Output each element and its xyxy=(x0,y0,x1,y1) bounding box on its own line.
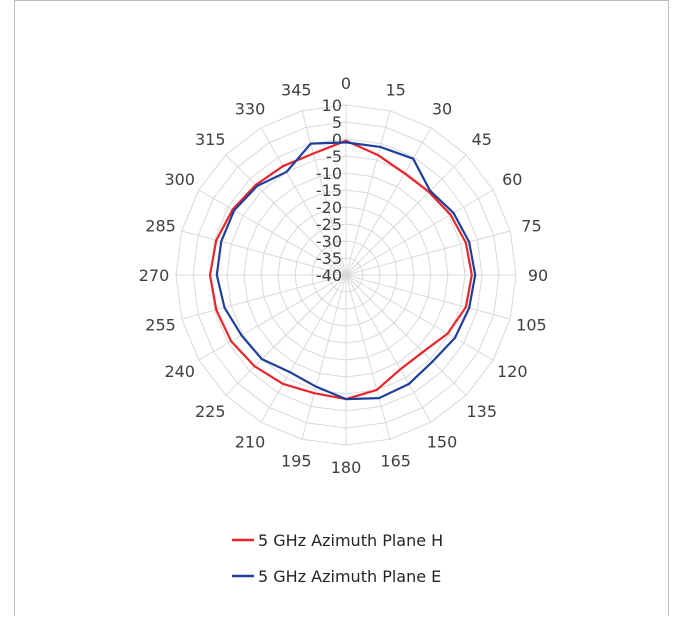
series-line-e xyxy=(215,141,477,401)
grid-spoke xyxy=(301,110,347,276)
angle-label: 300 xyxy=(164,170,195,189)
angle-label: 225 xyxy=(195,402,226,421)
grid-spoke xyxy=(345,274,467,396)
grid-spoke xyxy=(181,230,347,276)
series-layer xyxy=(208,139,477,401)
angle-label: 105 xyxy=(516,316,547,335)
grid-spoke xyxy=(345,127,432,276)
angle-label: 195 xyxy=(281,451,312,470)
angle-label: 60 xyxy=(502,170,522,189)
grid-spoke xyxy=(345,110,391,276)
radial-tick-label: -35 xyxy=(316,249,342,268)
grid-spoke xyxy=(345,189,494,276)
radial-tick-label: -30 xyxy=(316,232,342,251)
angle-label: 315 xyxy=(195,130,226,149)
legend-label: 5 GHz Azimuth Plane H xyxy=(258,531,443,550)
angle-label: 0 xyxy=(341,74,351,93)
angle-label: 120 xyxy=(497,362,528,381)
grid-spoke xyxy=(301,274,347,440)
grid-spoke xyxy=(345,154,467,276)
grid-spoke xyxy=(345,274,494,361)
angle-label: 330 xyxy=(235,100,266,119)
radial-tick-label: -5 xyxy=(326,147,342,166)
angle-label: 210 xyxy=(235,432,266,451)
angle-label: 240 xyxy=(164,362,195,381)
chart-border-top xyxy=(14,0,669,1)
grid-spoke xyxy=(181,274,347,320)
angle-label: 45 xyxy=(472,130,492,149)
grid-spoke xyxy=(260,274,347,423)
angle-label: 270 xyxy=(139,266,170,285)
angle-label: 30 xyxy=(432,100,452,119)
grid-spoke xyxy=(345,274,391,440)
angle-label: 75 xyxy=(521,216,541,235)
grid-spoke xyxy=(225,154,347,276)
radial-tick-label: 10 xyxy=(322,96,342,115)
grid-spoke xyxy=(345,274,432,423)
radial-tick-label: -10 xyxy=(316,164,342,183)
polar-spokes xyxy=(176,105,516,445)
angle-label: 165 xyxy=(380,451,411,470)
radial-tick-label: -40 xyxy=(316,266,342,285)
angle-label: 15 xyxy=(386,81,406,100)
angle-label: 180 xyxy=(331,458,362,477)
grid-spoke xyxy=(225,274,347,396)
grid-spoke xyxy=(345,230,511,276)
angle-label: 345 xyxy=(281,81,312,100)
radial-tick-label: 5 xyxy=(332,113,342,132)
radial-tick-label: 0 xyxy=(332,130,342,149)
angle-label: 90 xyxy=(528,266,548,285)
legend-label: 5 GHz Azimuth Plane E xyxy=(258,567,441,586)
angle-label: 285 xyxy=(145,216,176,235)
angle-labels: 0 15 30 45 60 75 90 105 120 135 150 165 180 195 210 225… xyxy=(139,74,548,477)
grid-spoke xyxy=(198,189,347,276)
grid-spoke xyxy=(260,127,347,276)
grid-spoke xyxy=(345,274,511,320)
angle-label: 255 xyxy=(145,316,176,335)
angle-label: 150 xyxy=(427,432,458,451)
radial-tick-label: -15 xyxy=(316,181,342,200)
radial-tick-label: -20 xyxy=(316,198,342,217)
legend: 5 GHz Azimuth Plane H 5 GHz Azimuth Plane… xyxy=(232,531,443,586)
radial-tick-label: -25 xyxy=(316,215,342,234)
grid-spoke xyxy=(198,274,347,361)
chart-border xyxy=(14,0,669,616)
angle-label: 135 xyxy=(466,402,497,421)
